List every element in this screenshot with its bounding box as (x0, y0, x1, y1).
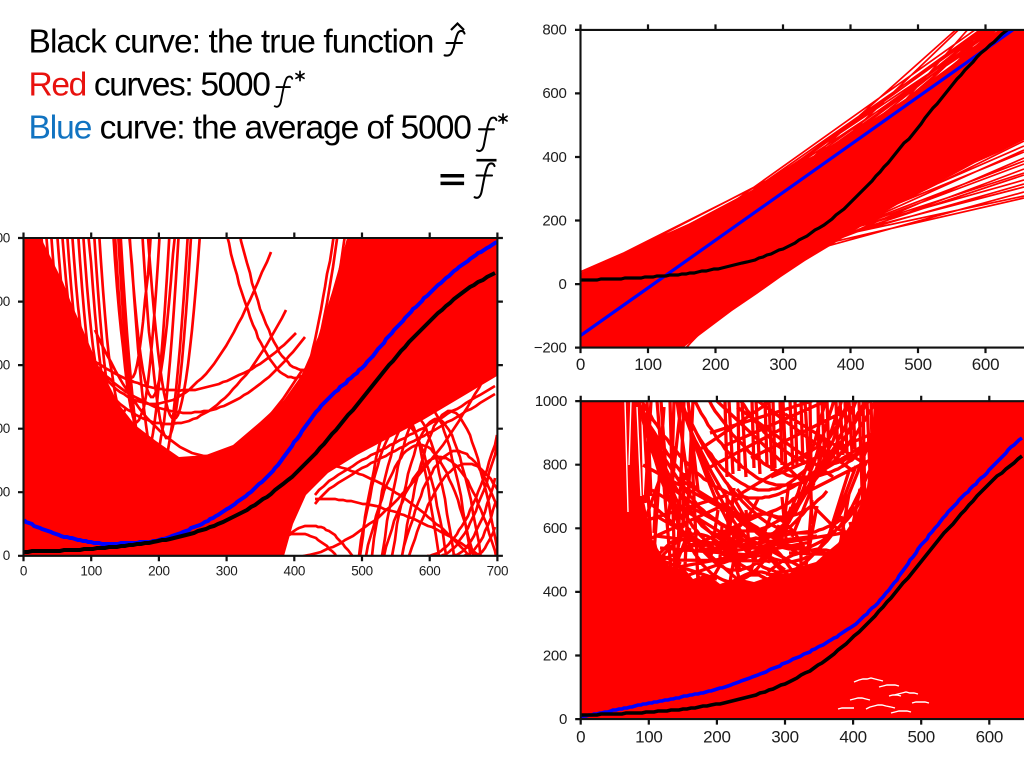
svg-text:600: 600 (419, 564, 441, 579)
svg-text:0: 0 (559, 711, 567, 728)
svg-text:200: 200 (702, 355, 729, 374)
svg-text:300: 300 (771, 728, 798, 747)
svg-text:1000: 1000 (0, 230, 10, 245)
svg-text:600: 600 (543, 520, 567, 537)
svg-text:800: 800 (542, 22, 566, 39)
svg-text:Blue curve: the average of 500: Blue curve: the average of 5000 (29, 110, 472, 147)
svg-text:600: 600 (542, 85, 566, 102)
svg-text:200: 200 (542, 212, 566, 229)
svg-text:300: 300 (216, 564, 238, 579)
svg-text:0: 0 (576, 355, 585, 374)
svg-text:200: 200 (148, 564, 170, 579)
svg-text:100: 100 (80, 564, 102, 579)
svg-text:300: 300 (769, 355, 796, 374)
svg-text:600: 600 (976, 728, 1003, 747)
svg-text:100: 100 (634, 355, 661, 374)
svg-text:400: 400 (283, 564, 305, 579)
svg-text:800: 800 (0, 294, 10, 309)
svg-text:400: 400 (543, 584, 567, 601)
svg-text:500: 500 (904, 355, 931, 374)
svg-text:800: 800 (543, 457, 567, 474)
svg-text:0: 0 (558, 276, 566, 293)
svg-text:0: 0 (3, 548, 10, 563)
svg-text:600: 600 (0, 357, 10, 372)
svg-text:100: 100 (635, 728, 662, 747)
svg-text:500: 500 (351, 564, 373, 579)
svg-text:400: 400 (837, 355, 864, 374)
svg-text:700: 700 (487, 564, 509, 579)
svg-text:0: 0 (20, 564, 27, 579)
svg-text:400: 400 (839, 728, 866, 747)
svg-text:−200: −200 (534, 339, 567, 356)
svg-text:500: 500 (907, 728, 934, 747)
svg-text:200: 200 (703, 728, 730, 747)
svg-text:200: 200 (543, 647, 567, 664)
svg-text:600: 600 (972, 355, 999, 374)
svg-text:1000: 1000 (535, 393, 567, 410)
svg-text:0: 0 (576, 728, 585, 747)
svg-text:400: 400 (542, 149, 566, 166)
svg-text:Red curves: 5000: Red curves: 5000 (29, 67, 271, 104)
svg-text:Black curve: the true function: Black curve: the true function (29, 24, 434, 61)
svg-text:200: 200 (0, 485, 10, 500)
svg-text:400: 400 (0, 421, 10, 436)
